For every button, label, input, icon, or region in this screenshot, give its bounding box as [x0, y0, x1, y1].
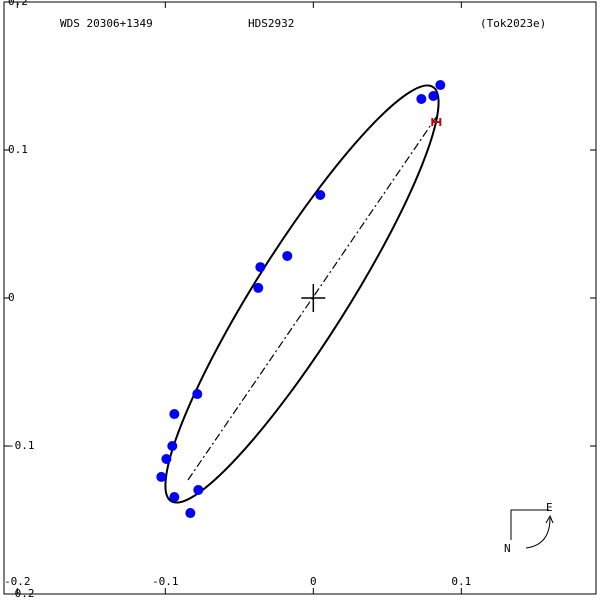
observation — [161, 454, 172, 465]
y-tick-label: 0.1 — [8, 143, 28, 156]
compass-arrow — [525, 517, 551, 549]
observation — [255, 262, 266, 273]
observation — [185, 508, 196, 519]
x-tick-label: -0.1 — [152, 575, 179, 588]
orbit — [164, 84, 440, 504]
observation — [193, 484, 204, 495]
compass: E N — [504, 501, 554, 555]
x-tick-label: -0.2 — [4, 575, 31, 588]
observation — [169, 409, 180, 420]
observation — [156, 471, 167, 482]
reference: (Tok2023e) — [480, 17, 546, 30]
observation — [315, 189, 326, 200]
compass-arrowhead — [545, 514, 554, 524]
compass-north: N — [504, 542, 511, 555]
y-tick-label: 0.2 — [8, 0, 28, 8]
compass-east: E — [546, 501, 553, 514]
observation — [282, 250, 293, 261]
observation — [416, 93, 427, 104]
frame — [3, 1, 597, 595]
observation — [428, 90, 439, 101]
x-tick-label: 0.1 — [451, 575, 471, 588]
observation — [435, 80, 446, 91]
observation — [169, 492, 180, 503]
star-name: HDS2932 — [248, 17, 294, 30]
observation — [167, 441, 178, 451]
wds-label: WDS 20306+1349 — [60, 17, 153, 30]
y-tick-label: -0.1 — [8, 439, 35, 452]
y-tick-label: -0.2 — [8, 587, 35, 600]
x-tick-label: 0 — [310, 575, 317, 588]
compass-lines — [510, 509, 549, 540]
y-tick-label: 0 — [8, 291, 15, 304]
predicted-position — [431, 118, 442, 127]
observation — [253, 282, 264, 293]
observation — [192, 389, 203, 400]
